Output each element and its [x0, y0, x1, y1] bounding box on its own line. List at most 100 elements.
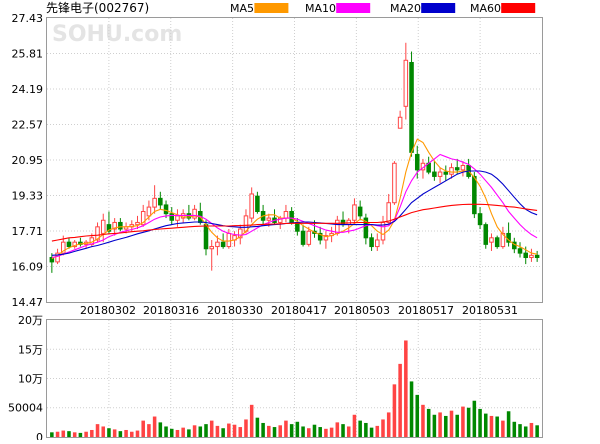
- volume-bar: [466, 407, 471, 437]
- legend-swatch-ma60: [501, 3, 536, 13]
- volume-bar: [267, 425, 271, 437]
- legend: MA5 MA10 MA20 MA60: [230, 2, 536, 15]
- candle-down: [369, 237, 374, 248]
- candle-up: [249, 193, 254, 219]
- volume-bar: [61, 430, 66, 437]
- candle-down: [66, 241, 72, 248]
- candle-up: [140, 210, 146, 226]
- volume-bar: [523, 426, 528, 437]
- legend-swatch-ma5: [254, 3, 289, 13]
- watermark: SOHU.com: [52, 22, 182, 47]
- volume-bar: [386, 412, 391, 437]
- ma-lines: [51, 138, 538, 260]
- candle-up: [152, 197, 157, 208]
- volume-tick-label: 10万: [18, 373, 43, 386]
- volume-bar: [398, 363, 402, 437]
- x-tick-labels: 20180302 20180316 20180330 20180417 20180503…: [80, 304, 518, 317]
- volume-bar: [341, 424, 345, 437]
- volume-bar: [426, 408, 431, 437]
- volume-bar: [409, 381, 414, 437]
- volume-bar: [192, 425, 197, 437]
- volume-bar: [512, 421, 517, 437]
- candle-down: [340, 219, 346, 226]
- volume-bar: [438, 412, 442, 437]
- legend-label-ma60: MA60: [470, 2, 501, 15]
- candle-up: [55, 252, 60, 263]
- volume-bar: [244, 419, 248, 437]
- candle-down: [534, 254, 540, 259]
- legend-label-ma10: MA10: [305, 2, 336, 15]
- candle-down: [483, 224, 489, 245]
- candle-up: [243, 215, 249, 232]
- volume-tick-label: 50004: [8, 402, 43, 415]
- chart-title: 先锋电子(002767): [46, 1, 149, 15]
- volume-bar: [187, 429, 191, 437]
- volume-bar: [124, 429, 128, 437]
- volume-bar: [432, 414, 437, 437]
- x-tick-label: 20180302: [80, 304, 136, 317]
- volume-bar: [421, 404, 425, 437]
- candle-up: [375, 239, 380, 248]
- legend-label-ma20: MA20: [390, 2, 421, 15]
- volume-bar: [375, 425, 380, 437]
- candle-up: [437, 171, 443, 177]
- volume-bar: [84, 431, 88, 437]
- volume-bar: [67, 431, 71, 437]
- volume-bar: [72, 432, 77, 437]
- candle-up: [489, 237, 494, 243]
- volume-tick-label: 20万: [18, 314, 43, 327]
- volume-bar: [312, 424, 317, 437]
- volume-tick-labels: 20万 15万 10万 50004 0: [8, 314, 43, 444]
- candle-down: [472, 175, 477, 215]
- volume-bar: [392, 384, 397, 437]
- y-tick-label: 20.95: [12, 154, 44, 167]
- volume-bar: [324, 428, 328, 437]
- volume-bar: [352, 414, 357, 437]
- volume-bar: [164, 426, 168, 437]
- candle-up: [335, 219, 340, 234]
- volume-bar: [415, 394, 420, 437]
- volume-bar: [215, 425, 220, 437]
- candle-up: [386, 202, 391, 223]
- volume-bar: [335, 422, 340, 437]
- volume-bar: [489, 415, 494, 437]
- volume-bar: [227, 423, 231, 437]
- candle-down: [443, 171, 449, 175]
- candle-down: [517, 248, 523, 254]
- volume-bars: [50, 340, 539, 437]
- candle-up: [135, 221, 140, 226]
- candle-up: [100, 219, 106, 234]
- candles: [49, 42, 540, 273]
- x-tick-label: 20180330: [207, 304, 263, 317]
- candle-down: [432, 171, 437, 177]
- ma-line-ma20: [51, 170, 538, 256]
- price-frame: [46, 17, 543, 303]
- ma-line-ma10: [51, 153, 538, 259]
- volume-bar: [175, 429, 180, 437]
- volume-bar: [209, 420, 214, 437]
- volume-bar: [130, 431, 134, 437]
- volume-bar: [204, 424, 208, 437]
- y-tick-label: 27.43: [12, 12, 44, 25]
- candle-up: [112, 221, 117, 230]
- volume-bar: [90, 429, 94, 437]
- candle-up: [266, 217, 272, 221]
- candle-down: [163, 204, 169, 215]
- volume-bar: [255, 417, 260, 437]
- volume-bar: [232, 424, 237, 437]
- volume-bar: [295, 421, 300, 437]
- candle-up: [209, 246, 214, 250]
- volume-bar: [181, 427, 185, 437]
- candle-down: [203, 224, 209, 250]
- y-tick-label: 19.33: [12, 190, 44, 203]
- candle-up: [237, 228, 243, 239]
- volume-bar: [346, 426, 351, 437]
- volume-bar: [50, 432, 54, 437]
- volume-bar: [112, 429, 117, 437]
- volume-bar: [101, 426, 106, 437]
- volume-bar: [329, 427, 334, 437]
- volume-bar: [364, 422, 368, 437]
- candle-up: [72, 241, 77, 248]
- candle-up: [283, 210, 289, 219]
